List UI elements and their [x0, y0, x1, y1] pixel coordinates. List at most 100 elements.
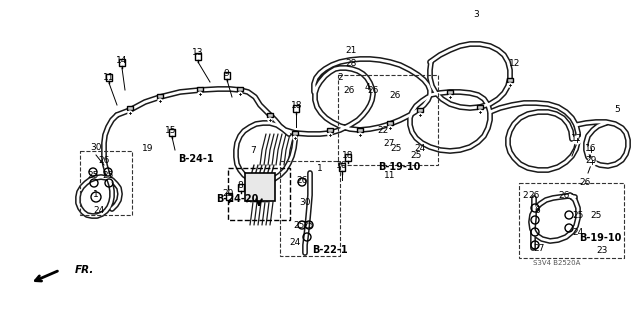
- Bar: [228, 168, 290, 220]
- Text: 29: 29: [586, 156, 596, 164]
- Bar: [280, 161, 340, 256]
- Text: 24: 24: [93, 205, 104, 214]
- Text: 6: 6: [534, 205, 540, 214]
- Bar: [267, 113, 273, 117]
- Text: 2: 2: [522, 190, 528, 199]
- Text: 26: 26: [389, 91, 401, 100]
- Text: 24: 24: [414, 143, 426, 153]
- Bar: [417, 108, 423, 112]
- Text: 13: 13: [192, 47, 204, 57]
- Bar: [157, 94, 163, 98]
- Circle shape: [268, 118, 272, 122]
- Text: 25: 25: [410, 150, 422, 159]
- Bar: [327, 128, 333, 132]
- Text: 23: 23: [596, 245, 608, 254]
- Text: 25: 25: [572, 211, 584, 220]
- Circle shape: [358, 133, 362, 137]
- Bar: [237, 87, 243, 91]
- Bar: [197, 87, 203, 91]
- Text: 2: 2: [337, 73, 343, 82]
- Text: 15: 15: [165, 125, 177, 134]
- Text: 26: 26: [99, 156, 109, 164]
- Bar: [357, 128, 363, 132]
- Bar: [293, 105, 299, 111]
- Text: 22: 22: [378, 125, 388, 134]
- Text: 20: 20: [222, 188, 234, 197]
- Text: 4: 4: [364, 83, 370, 92]
- Bar: [245, 173, 275, 201]
- Bar: [127, 106, 133, 110]
- Text: B-19-10: B-19-10: [378, 162, 420, 172]
- Bar: [477, 105, 483, 109]
- Text: 8: 8: [237, 180, 243, 189]
- Bar: [338, 75, 438, 165]
- Text: 26: 26: [367, 85, 379, 94]
- Circle shape: [238, 92, 242, 96]
- Text: B-19-10: B-19-10: [579, 233, 621, 243]
- Text: 24: 24: [572, 228, 584, 236]
- Text: 11: 11: [103, 73, 115, 82]
- Text: 9: 9: [223, 68, 229, 77]
- Text: 25: 25: [390, 143, 402, 153]
- Text: 3: 3: [473, 10, 479, 19]
- Text: 12: 12: [509, 59, 521, 68]
- Circle shape: [508, 83, 512, 87]
- Text: B-24-20: B-24-20: [216, 194, 258, 204]
- Bar: [387, 121, 393, 125]
- Bar: [169, 129, 175, 135]
- Text: 26: 26: [343, 85, 355, 94]
- Text: B-22-1: B-22-1: [312, 245, 348, 255]
- Text: 25: 25: [302, 220, 314, 229]
- Text: 30: 30: [90, 142, 102, 151]
- Bar: [345, 154, 351, 161]
- Text: B-24-1: B-24-1: [178, 154, 214, 164]
- Text: 26: 26: [558, 190, 570, 199]
- Text: 28: 28: [346, 59, 356, 68]
- Text: 1: 1: [317, 164, 323, 172]
- Circle shape: [478, 110, 482, 114]
- Circle shape: [388, 126, 392, 130]
- Text: 10: 10: [336, 161, 348, 170]
- Text: 7: 7: [250, 146, 256, 155]
- Circle shape: [293, 136, 297, 140]
- Text: 25: 25: [102, 171, 114, 180]
- Bar: [106, 74, 112, 81]
- Circle shape: [587, 146, 595, 154]
- Bar: [447, 90, 453, 94]
- Text: 26: 26: [579, 178, 591, 187]
- Text: 24: 24: [289, 237, 301, 246]
- Circle shape: [328, 133, 332, 137]
- Text: 25: 25: [590, 211, 602, 220]
- Text: 26: 26: [296, 175, 308, 185]
- Bar: [339, 163, 345, 171]
- Bar: [507, 78, 513, 82]
- Text: 17: 17: [572, 133, 583, 142]
- Text: 16: 16: [585, 143, 596, 153]
- Circle shape: [198, 92, 202, 96]
- Circle shape: [588, 158, 596, 166]
- Text: FR.: FR.: [75, 265, 94, 275]
- Bar: [292, 131, 298, 135]
- Bar: [119, 59, 125, 66]
- Text: 14: 14: [116, 55, 128, 65]
- Circle shape: [128, 111, 132, 115]
- Text: 25: 25: [87, 171, 99, 180]
- Bar: [80, 151, 132, 215]
- Text: S3V4 B2520A: S3V4 B2520A: [533, 260, 580, 266]
- Bar: [226, 193, 232, 199]
- Circle shape: [418, 113, 422, 117]
- Text: 27: 27: [383, 139, 395, 148]
- Text: 27: 27: [533, 244, 545, 252]
- Text: 30: 30: [300, 197, 311, 206]
- Text: 11: 11: [384, 171, 396, 180]
- Text: 19: 19: [142, 143, 154, 153]
- Circle shape: [448, 95, 452, 99]
- Circle shape: [573, 136, 581, 144]
- Text: 18: 18: [291, 100, 303, 109]
- Text: 1: 1: [93, 189, 99, 198]
- Text: 25: 25: [293, 220, 305, 229]
- Bar: [195, 52, 201, 60]
- Text: 26: 26: [528, 190, 540, 199]
- Text: 21: 21: [346, 45, 356, 54]
- Bar: [238, 183, 244, 190]
